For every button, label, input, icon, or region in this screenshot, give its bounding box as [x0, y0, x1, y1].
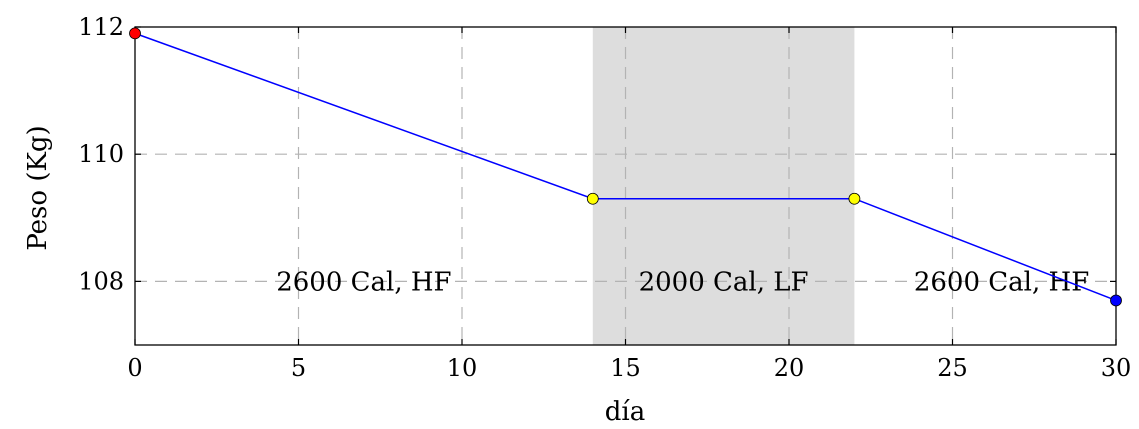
x-tick-label: 30 — [1101, 354, 1132, 382]
grid — [135, 27, 1116, 345]
data-point — [586, 192, 599, 205]
series-line-0 — [134, 32, 1117, 302]
data-point — [129, 27, 141, 40]
x-tick-label: 5 — [291, 354, 306, 382]
shaded-regions — [592, 27, 855, 345]
tick-marks — [134, 26, 1117, 345]
region-label-1: 2000 Cal, LF — [639, 267, 809, 297]
y-tick-label: 112 — [78, 13, 124, 41]
y-axis-label: Peso (Kg) — [23, 125, 53, 250]
series — [134, 32, 1117, 302]
data-point — [848, 192, 861, 205]
data-points — [129, 27, 1122, 307]
x-tick-labels: 0 5 10 15 20 25 30 — [127, 354, 1131, 382]
y-tick-labels: 108 110 112 — [78, 13, 124, 295]
x-tick-label: 15 — [610, 354, 641, 382]
region-label-0: 2600 Cal, HF — [276, 267, 451, 297]
x-tick-label: 20 — [774, 354, 805, 382]
y-tick-label: 110 — [78, 140, 124, 168]
region-label-2: 2600 Cal, HF — [914, 267, 1089, 297]
x-tick-label: 0 — [127, 354, 142, 382]
region-labels: 2600 Cal, HF 2000 Cal, LF 2600 Cal, HF — [276, 267, 1089, 297]
x-axis-label: día — [605, 397, 645, 427]
x-tick-label: 10 — [447, 354, 478, 382]
data-point — [1110, 294, 1122, 307]
y-tick-label: 108 — [78, 267, 124, 295]
x-tick-label: 25 — [937, 354, 968, 382]
shaded-region-0 — [592, 27, 855, 345]
